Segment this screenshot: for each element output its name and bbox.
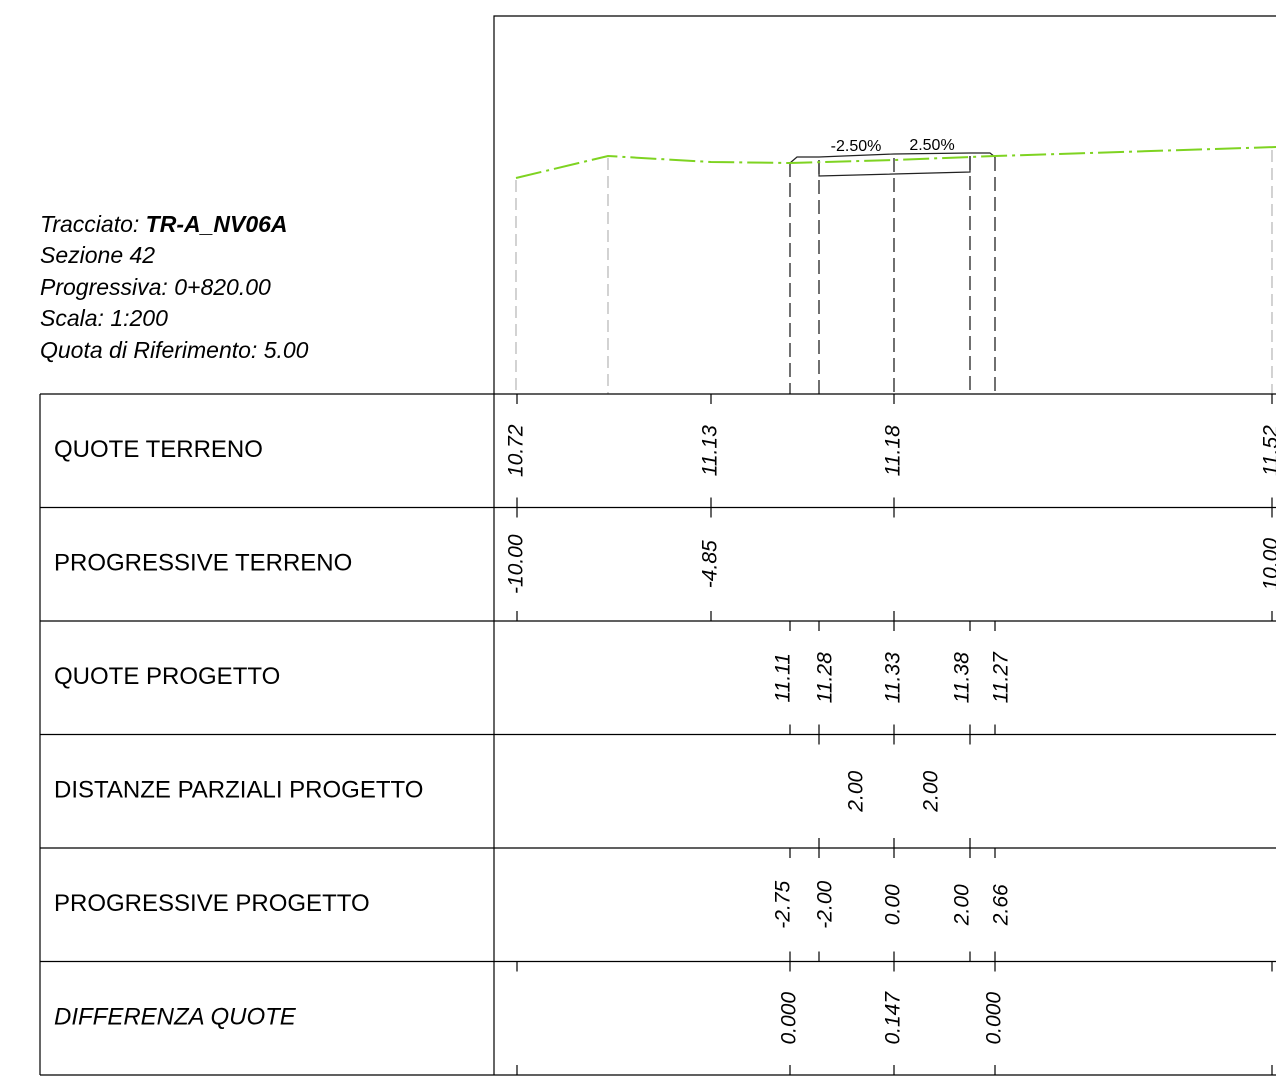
row-value: 10.00: [1260, 538, 1276, 591]
info-label: Tracciato:: [40, 211, 139, 237]
row-value: -10.00: [505, 534, 528, 594]
road-section: [789, 152, 996, 177]
terrain-verticals: [515, 150, 1273, 394]
row-value: 2.66: [990, 884, 1013, 926]
row-value: -2.75: [772, 881, 795, 929]
row-value: 11.28: [814, 652, 837, 703]
slope-label: 2.50%: [909, 137, 954, 154]
row-value: 0.000: [778, 992, 801, 1045]
row-label: QUOTE PROGETTO: [54, 663, 280, 690]
info-line: Sezione 42: [40, 242, 155, 268]
row-value: 11.33: [882, 652, 905, 703]
info-value: TR-A_NV06A: [146, 211, 288, 237]
row-value: 0.000: [983, 992, 1006, 1045]
row-value: 11.13: [699, 425, 722, 476]
row-value: 11.52: [1260, 425, 1276, 476]
row-value: 11.38: [951, 652, 974, 703]
drawing-frame: [493, 15, 1276, 394]
row-label: PROGRESSIVE PROGETTO: [54, 890, 370, 917]
row-value: -4.85: [699, 540, 722, 588]
project-verticals: [789, 156, 996, 394]
row-value: 0.00: [882, 884, 905, 925]
info-line: Scala: 1:200: [40, 305, 168, 331]
terrain-line: [515, 146, 1276, 179]
row-label: QUOTE TERRENO: [54, 436, 263, 463]
row-label: DISTANZE PARZIALI PROGETTO: [54, 777, 423, 804]
row-value: -2.00: [814, 881, 837, 929]
info-line: Quota di Riferimento: 5.00: [40, 337, 309, 363]
row-value: 2.00: [951, 884, 974, 926]
row-value: 11.27: [990, 651, 1013, 703]
row-label: PROGRESSIVE TERRENO: [54, 550, 352, 577]
profile-table: QUOTE TERRENO 10.72 11.13 11.18 11.52 PROGRES…: [39, 393, 1276, 1076]
row-label: DIFFERENZA QUOTE: [54, 1004, 297, 1031]
info-line: Progressiva: 0+820.00: [40, 274, 271, 300]
row-value: 11.18: [882, 425, 905, 476]
slope-label: -2.50%: [831, 138, 882, 155]
row-value: 2.00: [920, 770, 943, 812]
info-line: Tracciato: TR-A_NV06A: [40, 211, 288, 237]
row-value: 0.147: [882, 991, 905, 1045]
row-value: 10.72: [505, 424, 528, 477]
row-value: 2.00: [845, 770, 868, 812]
row-value: 11.11: [772, 653, 795, 702]
